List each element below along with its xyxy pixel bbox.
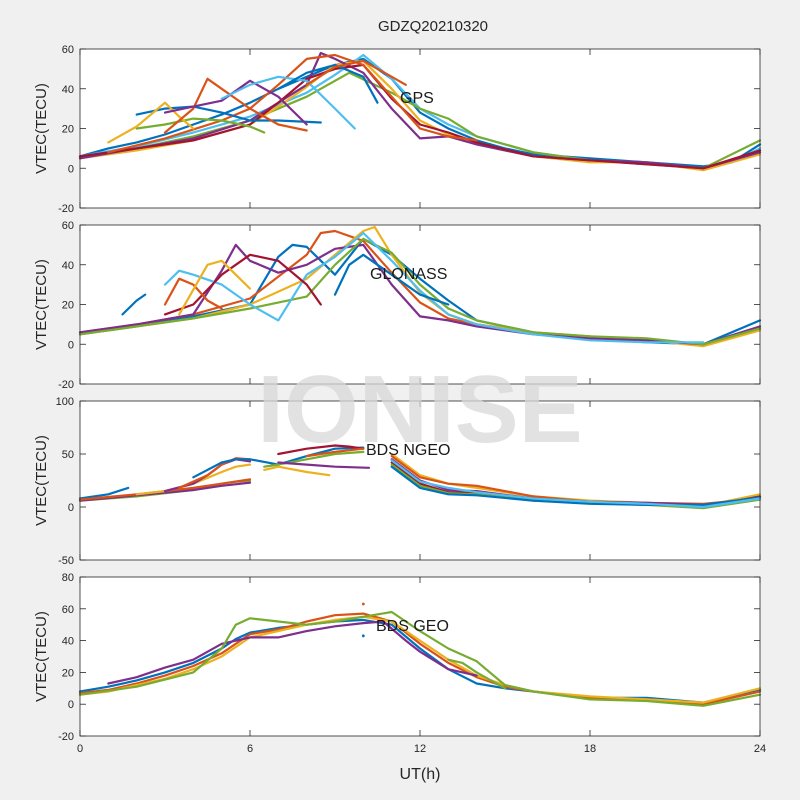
x-tick-label: 0 [77,743,83,755]
series-group-label: GLONASS [370,266,447,283]
series-line-4 [78,243,762,346]
y-axis-label: VTEC(TECU) [33,611,50,702]
series-line-9 [163,277,223,310]
y-tick-label: 0 [68,502,74,514]
watermark-text: IONISE [257,356,582,463]
subplot-gps: -20 0 20 40 60 VTEC(TECU) GPS [33,44,762,215]
series-line-13 [305,447,365,458]
x-tick-label: 18 [584,743,596,755]
series-line-5 [135,463,252,496]
series-line-15 [305,59,407,86]
y-tick-label: 80 [62,572,74,584]
y-tick-label: 0 [68,699,74,711]
series-line-11 [277,444,365,456]
x-tick-label: 24 [754,743,766,755]
series-line-5 [78,610,762,707]
y-tick-label: 0 [68,163,74,175]
y-axis-label: VTEC(TECU) [33,83,50,174]
y-tick-label: -20 [58,379,74,391]
x-tick-label: 12 [414,743,426,755]
y-tick-label: 20 [62,300,74,312]
y-tick-label: 40 [62,260,74,272]
series-line-12 [277,461,371,469]
y-tick-label: 0 [68,339,74,351]
series-line-9 [263,465,331,477]
series-line-9 [135,117,266,134]
x-axis-label: UT(h) [400,766,441,783]
y-tick-label: 60 [62,220,74,232]
series-group-label: BDS GEO [376,618,449,635]
data-point-2 [361,634,365,638]
y-tick-label: 40 [62,636,74,648]
data-point-1 [361,602,365,606]
series-line-11 [163,77,308,134]
y-tick-label: 40 [62,84,74,96]
y-tick-label: -20 [58,203,74,215]
y-tick-label: 20 [62,667,74,679]
series-line-6 [163,231,705,344]
series-line-1 [78,486,130,500]
series-line-5 [78,237,762,346]
y-axis-label: VTEC(TECU) [33,259,50,350]
series-line-10 [263,450,365,468]
series-line-8 [121,293,147,316]
series-line-11 [333,253,450,306]
series-line-8 [192,446,365,479]
x-tick-label: 6 [247,743,253,755]
series-line-7 [163,253,322,316]
chart-title: GDZQ20210320 [378,18,488,35]
series-group-label: BDS NGEO [366,442,450,459]
y-tick-label: 50 [62,449,74,461]
series-line-4 [107,620,478,685]
series-line-6 [78,63,762,170]
y-tick-label: 20 [62,124,74,136]
y-tick-label: -20 [58,731,74,743]
subplot-bds-ngeo: -50 0 50 100 VTEC(TECU) BDS NGEO [33,396,762,567]
series-line-10 [107,101,195,144]
subplot-glonass: -20 0 20 40 60 VTEC(TECU) GLONASS [33,220,762,391]
series-line-4 [78,478,252,501]
series-line-8 [135,105,322,124]
series-line-14 [277,63,379,104]
series-line-13 [220,75,356,130]
y-tick-label: 100 [56,396,74,408]
y-axis-label: VTEC(TECU) [33,435,50,526]
series-line-6 [447,658,507,690]
series-line-7 [107,53,478,154]
series-line-10 [178,259,252,316]
series-line-20 [390,459,762,509]
y-tick-label: -50 [58,555,74,567]
y-tick-label: 60 [62,44,74,56]
series-group-label: GPS [400,90,434,107]
plot-area [80,577,760,736]
y-tick-label: 60 [62,604,74,616]
